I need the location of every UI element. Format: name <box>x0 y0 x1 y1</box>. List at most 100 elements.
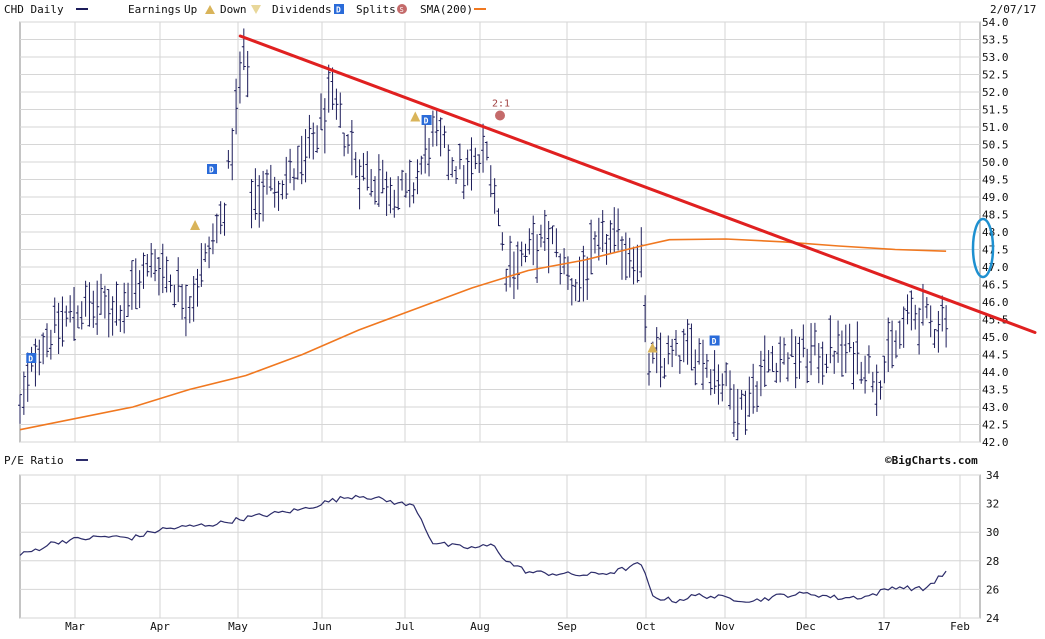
svg-text:D: D <box>28 355 33 364</box>
ohlc-bar <box>743 390 748 435</box>
ohlc-bar <box>199 243 204 287</box>
ohlc-bar <box>427 137 432 177</box>
ohlc-bar <box>496 208 501 227</box>
svg-text:D: D <box>209 166 214 175</box>
pe-y-tick-label: 30 <box>986 526 999 539</box>
ohlc-bar <box>674 330 678 356</box>
ohlc-bar <box>388 177 393 214</box>
ohlc-bar <box>245 50 250 98</box>
earnings-down-icon <box>251 5 261 14</box>
ohlc-bar <box>75 305 80 329</box>
ohlc-bar <box>535 234 540 283</box>
price-y-tick-label: 50.5 <box>982 139 1009 152</box>
ohlc-bar <box>893 330 898 359</box>
split-icon <box>397 4 407 14</box>
ohlc-bar <box>288 148 293 184</box>
ohlc-bar <box>689 323 694 371</box>
ohlc-bar <box>129 260 134 310</box>
ohlc-bar <box>318 93 323 131</box>
ohlc-bar <box>627 237 632 278</box>
ohlc-bar <box>122 282 127 334</box>
ohlc-bar <box>195 268 200 307</box>
ohlc-bar <box>37 339 42 376</box>
ohlc-bar <box>207 236 212 269</box>
ohlc-bar <box>608 220 613 253</box>
ohlc-bar <box>905 294 910 325</box>
ohlc-bar <box>102 285 107 319</box>
ohlc-bar <box>708 369 713 396</box>
ohlc-bar <box>137 270 142 309</box>
ohlc-bar <box>716 364 721 405</box>
ohlc-bar <box>346 134 350 154</box>
ohlc-bar <box>631 246 636 285</box>
ohlc-bar <box>928 305 933 338</box>
ohlc-bar <box>407 159 412 208</box>
split-icon-letter: S <box>400 6 404 14</box>
ohlc-bar <box>52 297 57 334</box>
price-y-tick-label: 52.5 <box>982 69 1009 82</box>
ohlc-bar <box>83 280 88 317</box>
pe-y-tick-label: 28 <box>986 555 999 568</box>
date-label: 2/07/17 <box>990 3 1036 16</box>
x-axis-label: Mar <box>65 620 85 633</box>
ohlc-bar <box>863 355 868 394</box>
ohlc-bar <box>369 169 374 197</box>
ohlc-bar <box>847 323 852 353</box>
ohlc-bar <box>712 350 717 394</box>
ohlc-bar <box>488 165 493 198</box>
ohlc-bar <box>457 143 462 170</box>
ohlc-bar <box>68 295 73 323</box>
ohlc-bar <box>334 88 339 120</box>
price-y-tick-label: 46.5 <box>982 279 1009 292</box>
price-y-tick-label: 47.5 <box>982 244 1009 257</box>
price-y-tick-label: 50.0 <box>982 156 1009 169</box>
ohlc-bar <box>384 171 389 216</box>
trendline-layer <box>238 34 1037 334</box>
ohlc-bar <box>303 129 308 183</box>
ohlc-bar <box>411 182 416 204</box>
dividend-marker: D <box>421 115 432 126</box>
earnings-label: Earnings <box>128 3 181 16</box>
ohlc-bar <box>851 342 856 390</box>
price-y-tick-label: 51.0 <box>982 121 1009 134</box>
sma-200-layer <box>19 238 947 431</box>
ohlc-bar <box>180 283 185 320</box>
pe-y-tick-label: 24 <box>986 612 1000 625</box>
ohlc-bar <box>91 290 96 328</box>
header-legend: CHD Daily Earnings Up Down Dividends D S… <box>4 3 1036 16</box>
price-y-tick-label: 54.0 <box>982 16 1009 29</box>
ohlc-bar <box>909 290 914 331</box>
ohlc-bar <box>592 231 597 254</box>
ohlc-bar <box>770 345 775 373</box>
ohlc-bar <box>643 295 648 343</box>
ohlc-bar <box>917 307 922 355</box>
ohlc-bar <box>442 125 447 148</box>
price-y-tick-label: 43.5 <box>982 384 1009 397</box>
ohlc-bar <box>64 305 69 327</box>
ohlc-bar <box>446 144 451 181</box>
ohlc-bar <box>924 297 929 319</box>
brand-label: ©BigCharts.com <box>885 454 978 467</box>
ohlc-bar <box>886 317 891 373</box>
ohlc-bar <box>187 296 192 324</box>
ohlc-bar <box>812 322 817 356</box>
pe-ratio-line <box>19 494 947 604</box>
highlight-ellipse <box>971 217 995 279</box>
ohlc-bar <box>438 117 443 157</box>
ohlc-bar <box>261 170 266 222</box>
ohlc-bar <box>913 304 918 330</box>
ohlc-bar <box>589 219 594 275</box>
ohlc-bar <box>569 278 574 306</box>
ohlc-bar <box>897 320 902 349</box>
pe-panel: 24 26 28 30 32 34 <box>19 469 1000 625</box>
ohlc-bar <box>307 114 312 159</box>
ohlc-bar <box>380 159 385 194</box>
ohlc-bar <box>585 256 590 300</box>
ohlc-bar <box>562 248 567 275</box>
x-axis-label: Oct <box>636 620 656 633</box>
ohlc-bar <box>95 280 100 335</box>
ohlc-bar <box>183 284 188 337</box>
ohlc-bar <box>376 154 381 207</box>
ohlc-bar <box>295 145 300 180</box>
